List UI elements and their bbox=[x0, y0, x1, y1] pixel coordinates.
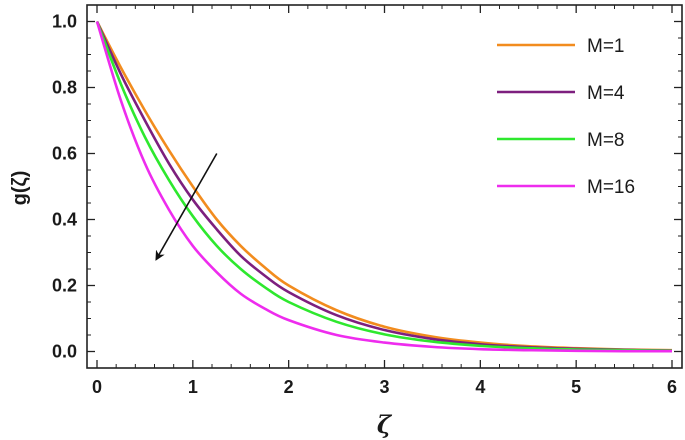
series-lines bbox=[95, 20, 673, 353]
y-tick-label: 0.4 bbox=[52, 210, 77, 230]
x-tick-label: 6 bbox=[667, 377, 677, 397]
x-tick-label: 2 bbox=[284, 377, 294, 397]
legend: M=1 M=4 M=8 M=16 bbox=[497, 36, 635, 198]
x-tick-label: 5 bbox=[571, 377, 581, 397]
x-tick-label: 1 bbox=[188, 377, 198, 397]
legend-label: M=16 bbox=[587, 177, 635, 198]
annotation bbox=[155, 153, 218, 261]
y-tick-label: 0.6 bbox=[52, 144, 77, 164]
legend-label: M=4 bbox=[587, 83, 625, 104]
x-tick-label: 4 bbox=[475, 377, 485, 397]
axis-ticks: 0 1 2 3 4 5 6 0.0 0.2 0.4 0.6 0.8 1.0 bbox=[52, 5, 682, 397]
y-tick-label: 0.0 bbox=[52, 342, 77, 362]
trend-arrow bbox=[155, 153, 218, 261]
series-line-m-8 bbox=[95, 21, 673, 353]
x-axis-title: ζ bbox=[377, 410, 393, 439]
series-line-m-4 bbox=[95, 20, 673, 352]
legend-label: M=1 bbox=[587, 36, 625, 57]
y-axis-title: g(ζ) bbox=[9, 171, 31, 206]
legend-label: M=8 bbox=[587, 130, 625, 151]
y-tick-label: 0.8 bbox=[52, 78, 77, 98]
x-tick-label: 3 bbox=[379, 377, 389, 397]
y-tick-label: 0.2 bbox=[52, 276, 77, 296]
x-tick-label: 0 bbox=[92, 377, 102, 397]
series-line-m-16 bbox=[95, 21, 673, 353]
y-tick-label: 1.0 bbox=[52, 12, 77, 32]
